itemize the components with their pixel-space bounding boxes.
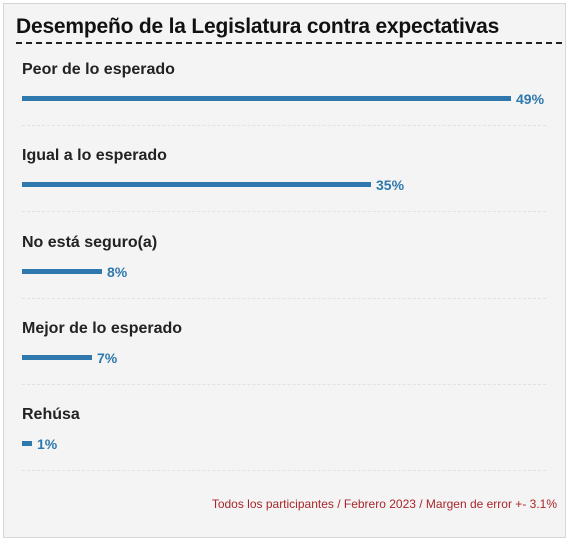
bar xyxy=(22,441,32,447)
category-label: Mejor de lo esperado xyxy=(22,319,183,337)
row-divider xyxy=(22,211,546,213)
row-divider xyxy=(22,297,546,299)
bar xyxy=(22,268,102,274)
bar-value-label: 35% xyxy=(376,177,405,194)
bar xyxy=(22,182,371,188)
bar-value-label: 1% xyxy=(37,436,58,453)
bar-value-label: 7% xyxy=(97,349,118,366)
row-divider xyxy=(22,383,546,385)
chart-footnote: Todos los participantes / Febrero 2023 /… xyxy=(211,497,557,511)
row-divider xyxy=(22,470,546,472)
title-divider xyxy=(16,42,562,44)
bar xyxy=(22,354,92,360)
bar xyxy=(22,96,511,101)
bar-value-label: 8% xyxy=(107,263,128,280)
category-label: No está seguro(a) xyxy=(22,233,158,251)
category-label: Igual a lo esperado xyxy=(22,147,167,165)
row-divider xyxy=(22,125,546,126)
bar-value-label: 49% xyxy=(516,91,545,107)
category-label: Rehúsa xyxy=(22,406,80,424)
chart-title: Desempeño de la Legislatura contra expec… xyxy=(16,15,500,38)
category-label: Peor de lo esperado xyxy=(22,61,175,78)
